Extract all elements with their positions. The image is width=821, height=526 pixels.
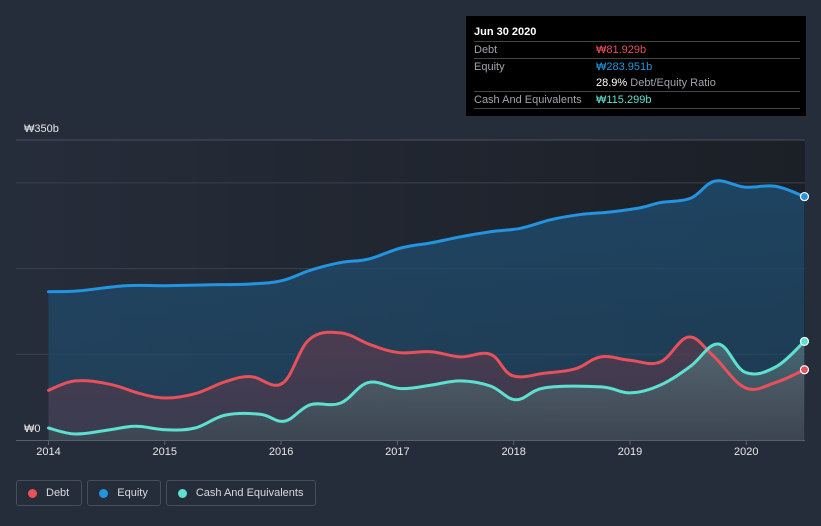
tooltip-equity-value: ₩283.951b	[596, 61, 653, 73]
tooltip-equity-row: Equity ₩283.951b	[474, 59, 800, 75]
equity-line	[47, 179, 806, 294]
tooltip-ratio-label: Debt/Equity Ratio	[630, 77, 716, 89]
tooltip-debt-value: ₩81.929b	[596, 44, 647, 56]
legend-item-debt[interactable]: Debt	[16, 480, 83, 506]
tooltip-debt-label: Debt	[474, 44, 498, 56]
cash-and-equivalents-line	[47, 339, 806, 436]
y-tick-label-zero: ₩0	[24, 423, 41, 435]
cash-and-equivalents-area	[48, 341, 805, 440]
legend-item-cash[interactable]: Cash And Equivalents	[165, 480, 317, 506]
debt-line	[47, 330, 806, 400]
legend: Debt Equity Cash And Equivalents	[16, 480, 317, 506]
x-tick-label: 2019	[617, 446, 643, 458]
x-tick-label: 2014	[36, 446, 61, 458]
tooltip-ratio-row: 28.9% Debt/Equity Ratio	[474, 75, 800, 92]
x-tick-label: 2020	[734, 446, 759, 458]
tooltip-cash-row: Cash And Equivalents ₩115.299b	[474, 92, 800, 109]
tooltip-equity-label: Equity	[474, 61, 505, 73]
debt-color-dot-icon	[28, 488, 37, 498]
legend-label: Cash And Equivalents	[195, 487, 304, 499]
cash-color-dot-icon	[177, 488, 187, 498]
legend-item-equity[interactable]: Equity	[87, 480, 161, 506]
x-tick-label: 2017	[385, 446, 410, 458]
y-tick-label-max: ₩350b	[24, 123, 59, 135]
equity-color-dot-icon	[99, 488, 109, 498]
tooltip-cash-value: ₩115.299b	[596, 94, 652, 106]
tooltip-cash-label: Cash And Equivalents	[474, 94, 582, 106]
tooltip-date: Jun 30 2020	[474, 24, 800, 42]
x-tick-label: 2016	[268, 446, 294, 458]
tooltip-ratio-value: 28.9%	[596, 77, 628, 89]
debt-endpoint-marker	[799, 365, 810, 375]
x-tick-label: 2015	[152, 446, 178, 458]
legend-label: Debt	[46, 487, 70, 499]
x-tick-label: 2018	[501, 446, 526, 458]
cash-and-equivalents-endpoint-marker	[799, 336, 810, 347]
legend-label: Equity	[117, 487, 148, 499]
tooltip-debt-row: Debt ₩81.929b	[474, 42, 800, 59]
equity-endpoint-marker	[799, 191, 810, 202]
tooltip: Jun 30 2020 Debt ₩81.929b Equity ₩283.95…	[466, 16, 806, 116]
